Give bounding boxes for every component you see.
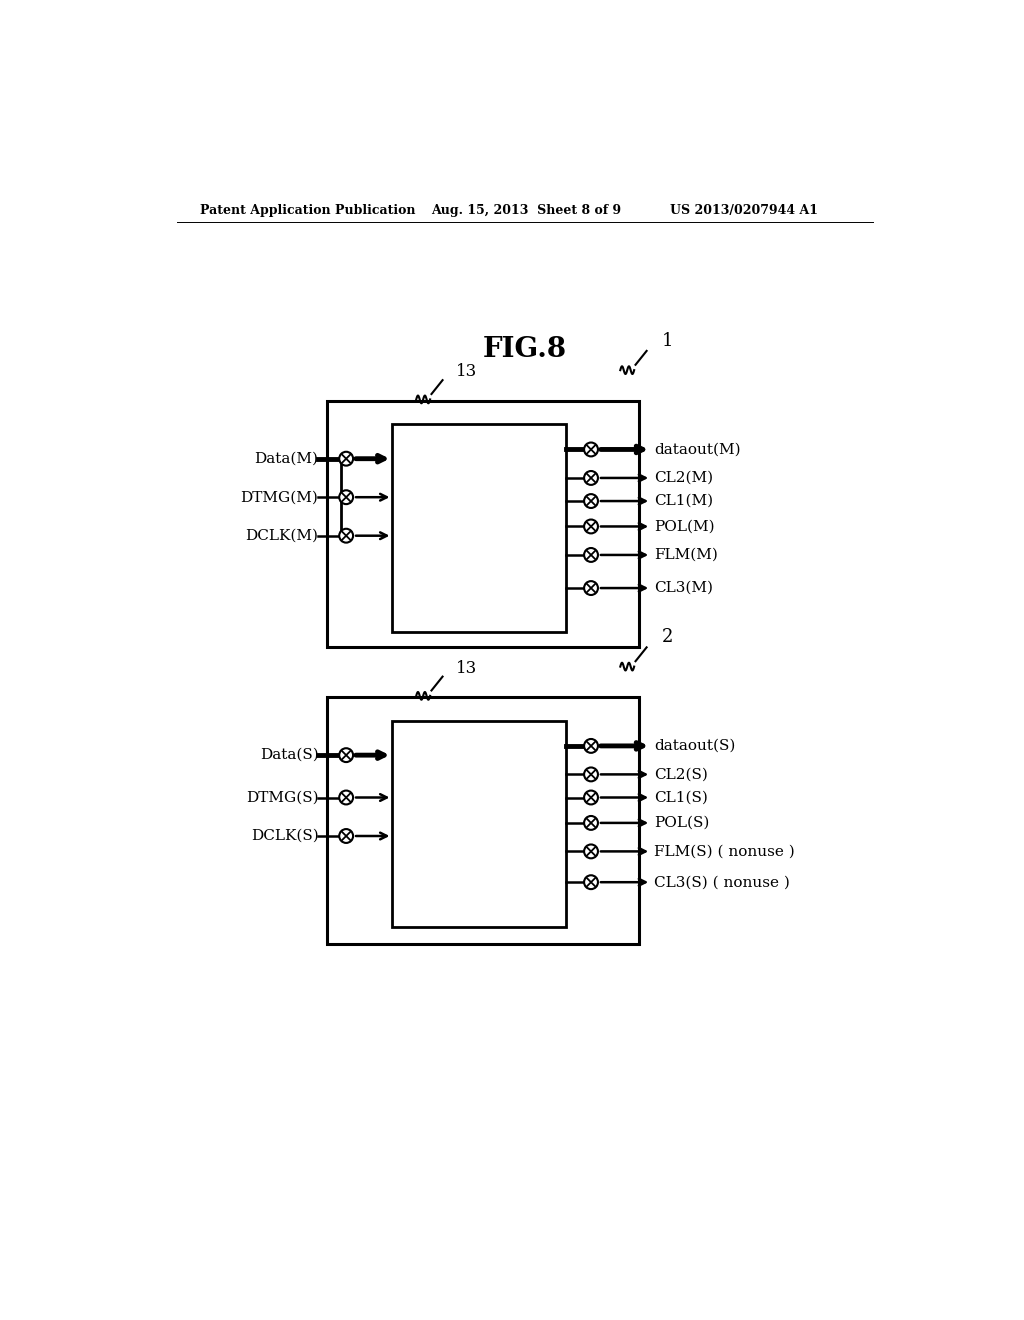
Text: FLM(M): FLM(M) (654, 548, 718, 562)
Circle shape (339, 791, 353, 804)
Text: POL(M): POL(M) (654, 520, 715, 533)
Circle shape (584, 442, 598, 457)
Circle shape (584, 471, 598, 484)
Text: Data(M): Data(M) (254, 451, 318, 466)
Circle shape (584, 875, 598, 890)
Text: US 2013/0207944 A1: US 2013/0207944 A1 (670, 205, 817, 218)
Text: Aug. 15, 2013  Sheet 8 of 9: Aug. 15, 2013 Sheet 8 of 9 (431, 205, 621, 218)
Text: Data(S): Data(S) (260, 748, 318, 762)
Circle shape (584, 581, 598, 595)
Circle shape (584, 845, 598, 858)
Text: CL1(M): CL1(M) (654, 494, 714, 508)
Text: CL2(S): CL2(S) (654, 767, 708, 781)
Circle shape (584, 520, 598, 533)
Text: 1: 1 (662, 331, 674, 350)
Text: CL3(S) ( nonuse ): CL3(S) ( nonuse ) (654, 875, 791, 890)
Circle shape (584, 494, 598, 508)
Text: dataout(M): dataout(M) (654, 442, 740, 457)
Bar (392, 721, 565, 927)
Circle shape (584, 816, 598, 830)
Text: FLM(S) ( nonuse ): FLM(S) ( nonuse ) (654, 845, 795, 858)
Bar (327, 401, 639, 647)
Circle shape (584, 791, 598, 804)
Text: POL(S): POL(S) (654, 816, 710, 830)
Bar (392, 424, 565, 632)
Circle shape (339, 829, 353, 843)
Text: DTMG(S): DTMG(S) (246, 791, 318, 804)
Text: 13: 13 (456, 660, 477, 677)
Circle shape (339, 451, 353, 466)
Text: FIG.8: FIG.8 (482, 335, 567, 363)
Text: CL3(M): CL3(M) (654, 581, 713, 595)
Text: 13: 13 (456, 363, 477, 380)
Circle shape (339, 748, 353, 762)
Text: DCLK(S): DCLK(S) (251, 829, 318, 843)
Text: 2: 2 (662, 628, 673, 647)
Text: DCLK(M): DCLK(M) (246, 529, 318, 543)
Text: DTMG(M): DTMG(M) (241, 490, 318, 504)
Text: dataout(S): dataout(S) (654, 739, 735, 752)
Circle shape (584, 548, 598, 562)
Text: CL2(M): CL2(M) (654, 471, 714, 484)
Text: Patent Application Publication: Patent Application Publication (200, 205, 416, 218)
Circle shape (584, 739, 598, 752)
Circle shape (339, 529, 353, 543)
Bar (327, 697, 639, 944)
Text: CL1(S): CL1(S) (654, 791, 708, 804)
Circle shape (584, 767, 598, 781)
Circle shape (339, 490, 353, 504)
